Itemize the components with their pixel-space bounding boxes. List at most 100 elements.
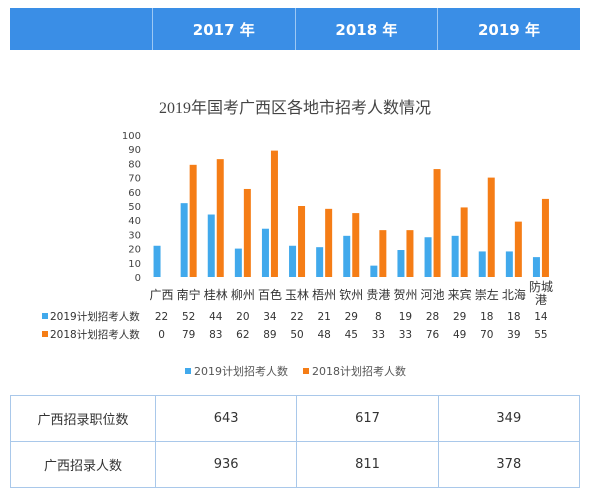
bar-2019 (289, 245, 297, 277)
data-value-label: 49 (453, 329, 466, 341)
bar-2019 (451, 235, 459, 277)
category-label: 北海 (502, 287, 526, 302)
bar-2019 (397, 250, 405, 277)
category-label: 梧州 (312, 287, 336, 302)
header-blank-cell (10, 8, 152, 50)
category-label: 百色 (258, 288, 282, 302)
category-label: 崇左 (475, 287, 499, 302)
bar-2018 (487, 177, 495, 277)
y-tick-label: 0 (135, 273, 141, 284)
bar-2018 (379, 230, 387, 277)
table-cell: 643 (154, 395, 298, 442)
table-cell: 936 (154, 441, 298, 488)
data-value-label: 48 (317, 329, 330, 341)
y-tick-label: 60 (128, 188, 141, 199)
bar-2019 (532, 257, 540, 277)
data-value-label: 45 (345, 329, 358, 341)
table-series-swatch (42, 331, 48, 337)
data-value-label: 76 (426, 329, 440, 341)
bar-2019 (153, 245, 161, 277)
data-table: 2019计划招考人数 22 52 44 20 34 22 21 29 8 19 28 29 18 18 14 2… (42, 310, 548, 341)
bar-2019 (343, 235, 351, 277)
bar-2019 (180, 203, 188, 277)
table-series-swatch (42, 313, 48, 319)
chart-title: 2019年国考广西区各地市招考人数情况 (159, 99, 431, 117)
category-label: 防城港 (529, 279, 553, 307)
bar-2019 (261, 228, 269, 277)
data-value-label: 14 (534, 311, 548, 323)
header-year-2019: 2019 年 (437, 8, 580, 50)
bar-2019 (207, 214, 215, 277)
table-row: 广西招录职位数 643 617 349 (10, 395, 581, 442)
legend-swatch-2018 (303, 368, 309, 374)
data-value-label: 55 (534, 329, 547, 341)
data-value-label: 22 (155, 311, 168, 323)
data-value-label: 33 (399, 329, 412, 341)
data-value-label: 89 (263, 329, 276, 341)
table-cell: 349 (437, 395, 581, 442)
data-value-label: 39 (507, 329, 520, 341)
category-label: 河池 (421, 288, 445, 302)
data-value-label: 28 (426, 311, 439, 323)
data-value-label: 83 (209, 329, 222, 341)
summary-table: 广西招录职位数 643 617 349 广西招录人数 936 811 378 (10, 395, 581, 488)
bar-2018 (243, 188, 251, 277)
y-tick-label: 40 (128, 216, 141, 227)
y-tick-label: 50 (128, 202, 141, 213)
data-value-label: 22 (290, 311, 303, 323)
data-value-label: 29 (345, 311, 358, 323)
y-tick-label: 30 (128, 230, 141, 241)
category-label: 钦州 (339, 288, 363, 302)
category-label: 广西 (150, 288, 174, 302)
bar-2018 (433, 169, 441, 277)
header-year-2017: 2017 年 (152, 8, 295, 50)
bar-2018 (514, 221, 522, 277)
bar-2019 (478, 251, 486, 277)
bar-2019 (424, 237, 432, 277)
y-tick-label: 80 (128, 159, 141, 170)
chart-legend: 2019计划招考人数 2018计划招考人数 (185, 364, 406, 378)
table-series-label: 2018计划招考人数 (50, 328, 140, 341)
data-value-label: 19 (399, 311, 412, 323)
y-tick-label: 70 (128, 174, 141, 185)
data-value-label: 50 (290, 329, 303, 341)
data-value-label: 21 (317, 311, 330, 323)
legend-swatch-2019 (185, 368, 191, 374)
data-value-label: 52 (182, 311, 195, 323)
category-label: 贵港 (366, 288, 390, 302)
bar-2018 (189, 164, 197, 277)
category-label: 玉林 (285, 288, 309, 302)
y-tick-label: 20 (128, 245, 141, 256)
bar-2018 (352, 213, 360, 277)
category-label: 贺州 (393, 288, 417, 302)
bar-2018 (298, 206, 306, 277)
bar-2018 (216, 159, 224, 277)
bar-2018 (406, 230, 414, 277)
data-value-label: 8 (375, 311, 382, 323)
data-value-label: 44 (209, 311, 223, 323)
bar-marks (153, 150, 549, 277)
bar-2019 (234, 248, 242, 277)
row-label-people: 广西招录人数 (10, 441, 156, 488)
table-cell: 811 (296, 441, 439, 488)
bar-2019 (316, 247, 324, 277)
category-label: 南宁 (177, 287, 201, 302)
bar-2018 (541, 198, 549, 277)
legend-label-2018: 2018计划招考人数 (312, 364, 406, 378)
year-header: 2017 年 2018 年 2019 年 (10, 8, 580, 50)
category-label: 来宾 (448, 287, 472, 302)
data-value-label: 0 (158, 329, 165, 341)
data-value-label: 33 (372, 329, 385, 341)
data-value-label: 62 (236, 329, 249, 341)
y-axis: 0 10 20 30 40 50 60 70 80 90 100 (122, 131, 141, 284)
category-label: 桂林 (204, 287, 228, 302)
data-value-label: 34 (263, 311, 277, 323)
table-cell: 617 (296, 395, 439, 442)
y-tick-label: 90 (128, 145, 141, 156)
table-row: 广西招录人数 936 811 378 (10, 441, 581, 488)
bar-2018 (460, 207, 468, 277)
bar-2019 (505, 251, 513, 277)
data-value-label: 20 (236, 311, 249, 323)
y-tick-label: 10 (128, 259, 141, 270)
